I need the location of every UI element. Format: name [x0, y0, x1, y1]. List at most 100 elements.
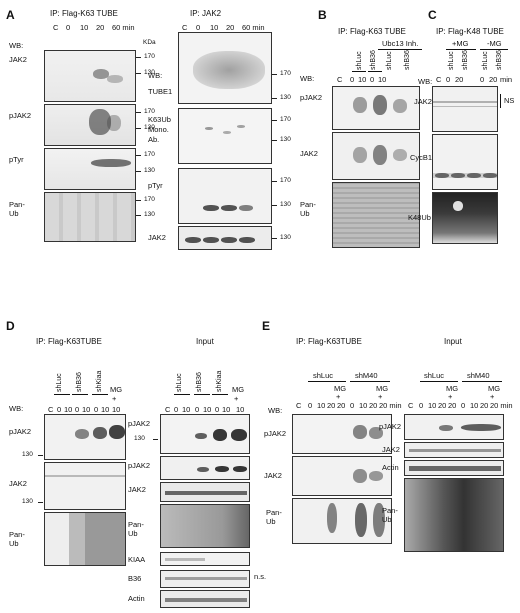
blot-d-pjak2: [44, 414, 126, 460]
lane-label: 10: [317, 401, 326, 410]
blot-label: JAK2: [414, 97, 432, 106]
lane-label: 0: [196, 23, 201, 32]
blot-label: Pan- Ub: [266, 508, 282, 526]
blot-d-input-pjak2: [160, 414, 250, 454]
mg-plus-label: +: [234, 394, 239, 403]
mw-marker: 130: [280, 136, 291, 143]
blot-label: Pan- Ub: [300, 200, 316, 218]
lane-label: 10: [222, 405, 231, 414]
blot-e-input-pjak2: [404, 414, 504, 440]
mw-marker: 170: [280, 116, 291, 123]
lane-label: 60 min: [242, 23, 265, 32]
lane-label: 0: [195, 405, 200, 414]
group-label: -MG: [487, 39, 502, 48]
blot-label: JAK2: [9, 55, 27, 64]
condition-label: shB36: [462, 50, 469, 70]
condition-label: shB36: [496, 50, 503, 70]
lane-label: 10: [64, 405, 73, 414]
lane-label: C: [165, 405, 171, 414]
mg-plus-label: +: [336, 392, 341, 401]
mw-marker: 130: [134, 435, 145, 442]
mg-plus-label: +: [448, 392, 453, 401]
wb-label: WB:: [9, 404, 24, 413]
lane-label: 10: [359, 401, 368, 410]
lane-label: 10: [378, 75, 387, 84]
mg-plus-label: +: [112, 394, 117, 403]
lane-label: 10: [112, 405, 121, 414]
mg-label: MG: [110, 385, 123, 394]
group-label: +MG: [452, 39, 469, 48]
condition-label: shLuc: [482, 51, 489, 70]
blot-a-panub: [44, 192, 136, 242]
mw-marker: 170: [144, 53, 155, 60]
panel-letter-e: E: [262, 319, 271, 333]
mw-marker: 130: [144, 167, 155, 174]
condition-label: shB36: [370, 50, 377, 70]
wb-label: WB:: [268, 406, 283, 415]
blot-label: TUBE1: [148, 87, 173, 96]
blot-label: JAK2: [148, 233, 166, 242]
wb-label: WB:: [418, 77, 433, 86]
mg-plus-label: +: [490, 392, 495, 401]
mg-label: MG: [334, 384, 347, 393]
mw-marker: 130: [22, 498, 33, 505]
blot-d-input-pjak2-2: [160, 456, 250, 480]
panel-d-left-title: IP: Flag-K63TUBE: [36, 337, 102, 346]
lane-label: 0: [480, 75, 485, 84]
blot-b-jak2: [332, 132, 420, 180]
condition-label: shLuc: [386, 51, 393, 70]
panel-e-right-title: Input: [444, 337, 462, 346]
mw-marker: 130: [144, 124, 155, 131]
mw-marker: 130: [144, 69, 155, 76]
blot-label: JAK2: [382, 445, 400, 454]
condition-label: shB36: [196, 372, 203, 392]
blot-label: KIAA: [128, 555, 146, 564]
lane-label: 60 min: [112, 23, 135, 32]
mw-marker: 130: [280, 94, 291, 101]
panel-letter-c: C: [428, 8, 437, 22]
mg-label: MG: [488, 384, 501, 393]
blot-label: JAK2: [128, 485, 146, 494]
panel-d-right-title: Input: [196, 337, 214, 346]
blot-label: K48Ub: [408, 213, 431, 222]
blot-label: JAK2: [264, 471, 282, 480]
lane-label: 10: [182, 405, 191, 414]
mw-marker: 170: [280, 177, 291, 184]
blot-label: pJAK2: [128, 419, 151, 428]
blot-e-input-jak2: [404, 442, 504, 458]
blot-e-panub: [292, 498, 392, 544]
blot-d-panub: [44, 512, 126, 566]
lane-label: 0: [350, 75, 355, 84]
blot-d-input-b36: [160, 570, 250, 588]
lane-label: 20: [337, 401, 346, 410]
blot-a-ptyr: [44, 148, 136, 190]
panel-letter-a: A: [6, 8, 15, 22]
blot-c-cycb1: [432, 134, 498, 190]
blot-label: Mono.: [148, 125, 169, 134]
blot-d-input-panub: [160, 504, 250, 548]
blot-label: Ab.: [148, 135, 160, 144]
blot-d-input-actin: [160, 590, 250, 608]
panel-letter-b: B: [318, 8, 327, 22]
lane-label: C: [48, 405, 54, 414]
lane-label: 20 min: [379, 401, 402, 410]
lane-label: 0: [94, 405, 99, 414]
blot-a-jak2-right: [178, 226, 272, 250]
blot-label: Pan- Ub: [9, 200, 25, 218]
treatment-label: Ubc13 Inh.: [382, 39, 419, 48]
condition-label: shLuc: [56, 373, 63, 392]
blot-label: pJAK2: [379, 422, 402, 431]
lane-label: 0: [66, 23, 71, 32]
ns-label: NS: [504, 96, 515, 105]
condition-label: shKiaa: [96, 370, 103, 392]
mw-unit: KDa: [143, 39, 156, 46]
lane-label: 10: [203, 405, 212, 414]
condition-label: shM40: [355, 371, 378, 380]
wb-label: WB:: [9, 41, 24, 50]
lane-label: 0: [57, 405, 62, 414]
blot-label: JAK2: [9, 479, 27, 488]
lane-label: 10: [470, 401, 479, 410]
blot-label: Actin: [128, 594, 145, 603]
lane-label: 0: [215, 405, 220, 414]
condition-label: shB36: [76, 372, 83, 392]
